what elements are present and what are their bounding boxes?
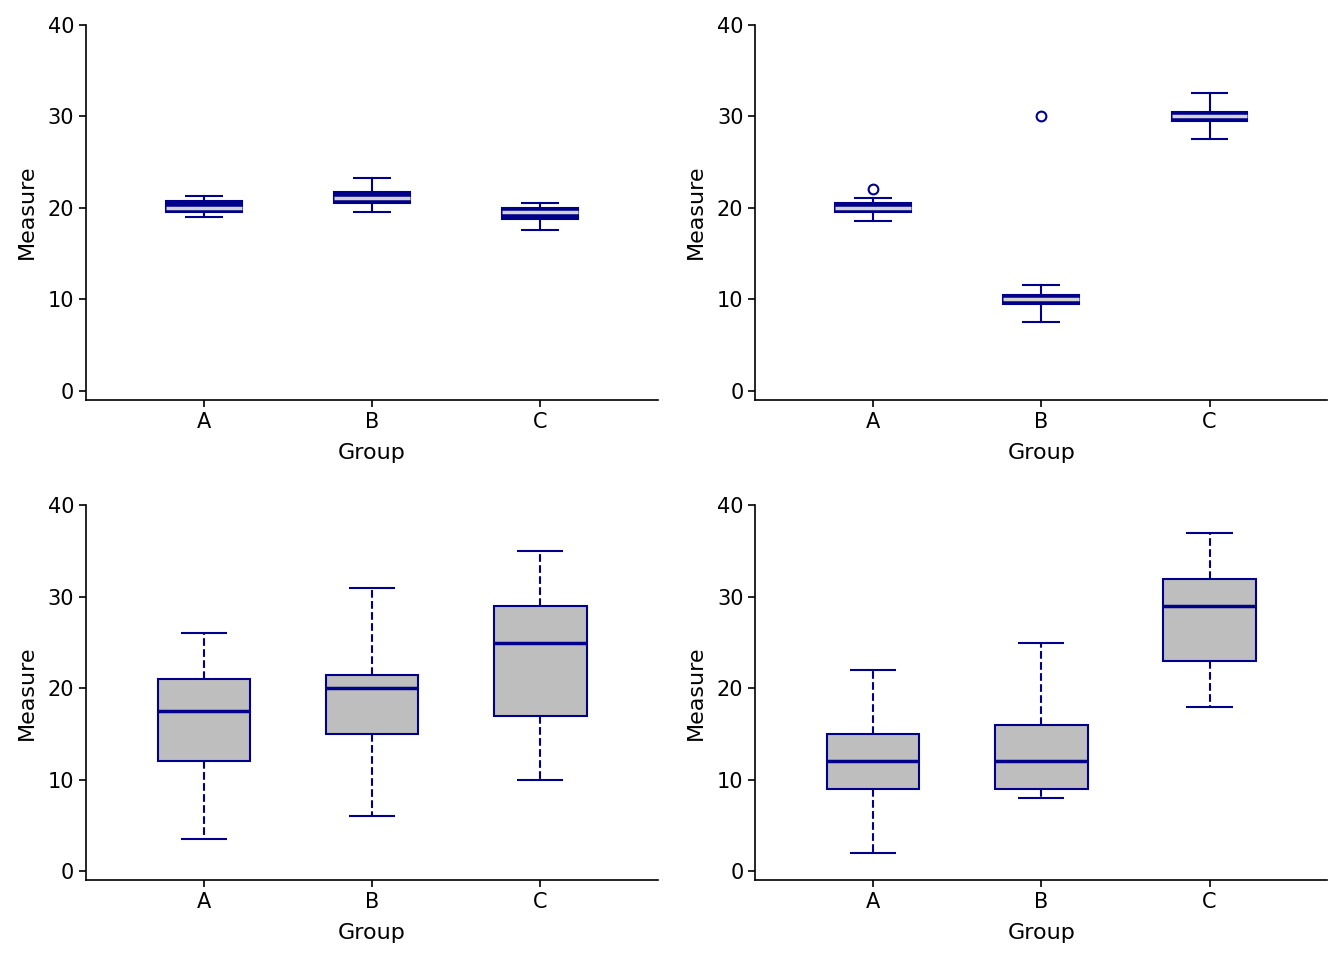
- PathPatch shape: [835, 204, 911, 212]
- Y-axis label: Measure: Measure: [16, 165, 36, 259]
- PathPatch shape: [1172, 111, 1247, 121]
- PathPatch shape: [157, 679, 250, 761]
- X-axis label: Group: Group: [1008, 443, 1075, 463]
- Y-axis label: Measure: Measure: [685, 646, 706, 740]
- PathPatch shape: [335, 192, 410, 204]
- PathPatch shape: [1164, 579, 1255, 660]
- Y-axis label: Measure: Measure: [685, 165, 706, 259]
- PathPatch shape: [1004, 295, 1079, 303]
- PathPatch shape: [827, 734, 919, 789]
- PathPatch shape: [495, 606, 586, 716]
- PathPatch shape: [995, 725, 1087, 789]
- PathPatch shape: [167, 202, 242, 212]
- X-axis label: Group: Group: [339, 924, 406, 944]
- PathPatch shape: [325, 675, 418, 734]
- X-axis label: Group: Group: [1008, 924, 1075, 944]
- Y-axis label: Measure: Measure: [16, 646, 36, 740]
- X-axis label: Group: Group: [339, 443, 406, 463]
- PathPatch shape: [503, 207, 578, 219]
